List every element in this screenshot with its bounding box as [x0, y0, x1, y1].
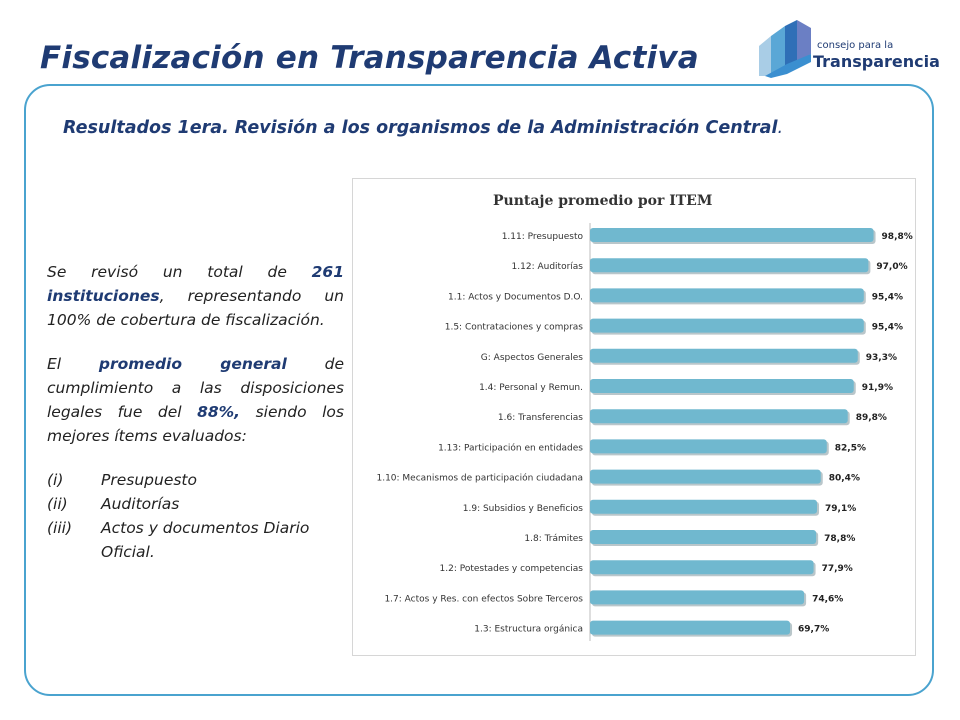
value-label: 69,7%: [798, 625, 829, 635]
category-label: 1.2: Potestades y competencias: [440, 564, 584, 574]
bar: [590, 318, 864, 333]
institution-count: 261 instituciones: [47, 263, 344, 305]
logo-small-text: consejo para la: [817, 40, 894, 51]
list-item: (i) Presupuesto: [47, 468, 344, 492]
subtitle-end: .: [777, 118, 784, 138]
category-label: 1.4: Personal y Remun.: [479, 383, 583, 393]
promedio-general: promedio general: [98, 355, 287, 373]
value-label: 77,9%: [822, 564, 853, 574]
list-item-text: Auditorías: [101, 495, 180, 513]
logo-big-text: Transparencia: [813, 52, 940, 71]
section-subtitle: Resultados 1era. Revisión a los organism…: [63, 114, 843, 142]
value-label: 79,1%: [825, 504, 856, 514]
score-chart-svg: Puntaje promedio por ITEM 1.11: Presupues…: [376, 193, 913, 641]
value-label: 98,8%: [882, 232, 913, 242]
summary-paragraph-2: El promedio general de cumplimiento a la…: [47, 352, 344, 448]
category-label: 1.6: Transferencias: [498, 413, 583, 423]
category-label: 1.5: Contrataciones y compras: [445, 323, 584, 333]
value-label: 95,4%: [872, 323, 903, 333]
subtitle-main: Resultados 1era. Revisión a los organism…: [63, 118, 778, 138]
p1-text-a: Se revisó un total de: [47, 263, 312, 281]
bar: [590, 620, 791, 635]
logo-mark-icon: [759, 20, 811, 78]
consejo-transparencia-logo: consejo para la Transparencia: [757, 18, 940, 80]
bar: [590, 348, 858, 363]
list-item: (iii) Actos y documentos Diario Oficial.: [47, 516, 344, 564]
category-label: 1.12: Auditorías: [512, 262, 584, 272]
value-label: 97,0%: [876, 262, 907, 272]
bar: [590, 469, 821, 484]
bar: [590, 288, 864, 303]
bar: [590, 228, 874, 242]
category-label: 1.13: Participación en entidades: [438, 442, 583, 453]
bar: [590, 258, 869, 273]
bar: [590, 409, 848, 424]
bar: [590, 530, 817, 544]
bar: [590, 590, 805, 605]
value-label: 93,3%: [866, 353, 897, 363]
category-label: 1.3: Estructura orgánica: [474, 625, 583, 635]
category-label: 1.9: Subsidios y Beneficios: [463, 504, 584, 514]
value-label: 80,4%: [829, 474, 860, 484]
content-frame: [24, 84, 934, 696]
category-label: 1.10: Mecanismos de participación ciudad…: [376, 473, 583, 484]
summary-paragraph-1: Se revisó un total de 261 instituciones,…: [47, 260, 344, 332]
category-label: 1.7: Actos y Res. con efectos Sobre Terc…: [384, 594, 583, 604]
list-item-text: Presupuesto: [101, 471, 197, 489]
p1-text-b: , representando un 100% de cobertura de …: [47, 287, 344, 329]
value-label: 91,9%: [862, 383, 893, 393]
category-label: 1.11: Presupuesto: [502, 232, 584, 242]
list-item: (ii) Auditorías: [47, 492, 344, 516]
value-label: 78,8%: [824, 534, 855, 544]
top-items-list: (i) Presupuesto (ii) Auditorías (iii) Actos…: [47, 468, 344, 564]
value-label: 95,4%: [872, 292, 903, 302]
slide-title: Fiscalización en Transparencia Activa: [40, 40, 699, 76]
bar: [590, 439, 827, 454]
category-label: G: Aspectos Generales: [481, 353, 584, 363]
list-item-text: Actos y documentos Diario Oficial.: [101, 519, 310, 561]
list-item-number: (iii): [47, 519, 73, 537]
score-chart: Puntaje promedio por ITEM 1.11: Presupues…: [352, 178, 916, 656]
list-item-number: (ii): [47, 495, 68, 513]
average-percent: 88%,: [197, 403, 241, 421]
chart-title: Puntaje promedio por ITEM: [493, 193, 712, 209]
value-label: 82,5%: [835, 443, 866, 453]
p2-text-c: siendo los mejores ítems evaluados:: [47, 403, 344, 445]
p2-text-a: El: [47, 355, 99, 373]
category-label: 1.1: Actos y Documentos D.O.: [448, 292, 583, 302]
list-item-number: (i): [47, 471, 64, 489]
value-label: 74,6%: [812, 594, 843, 604]
value-label: 89,8%: [856, 413, 887, 423]
category-label: 1.8: Trámites: [524, 534, 583, 544]
summary-text: Se revisó un total de 261 instituciones,…: [47, 260, 344, 564]
bar: [590, 560, 814, 575]
bar: [590, 499, 818, 514]
p2-text-b: de cumplimiento a las disposiciones lega…: [47, 355, 344, 421]
bar: [590, 379, 854, 393]
